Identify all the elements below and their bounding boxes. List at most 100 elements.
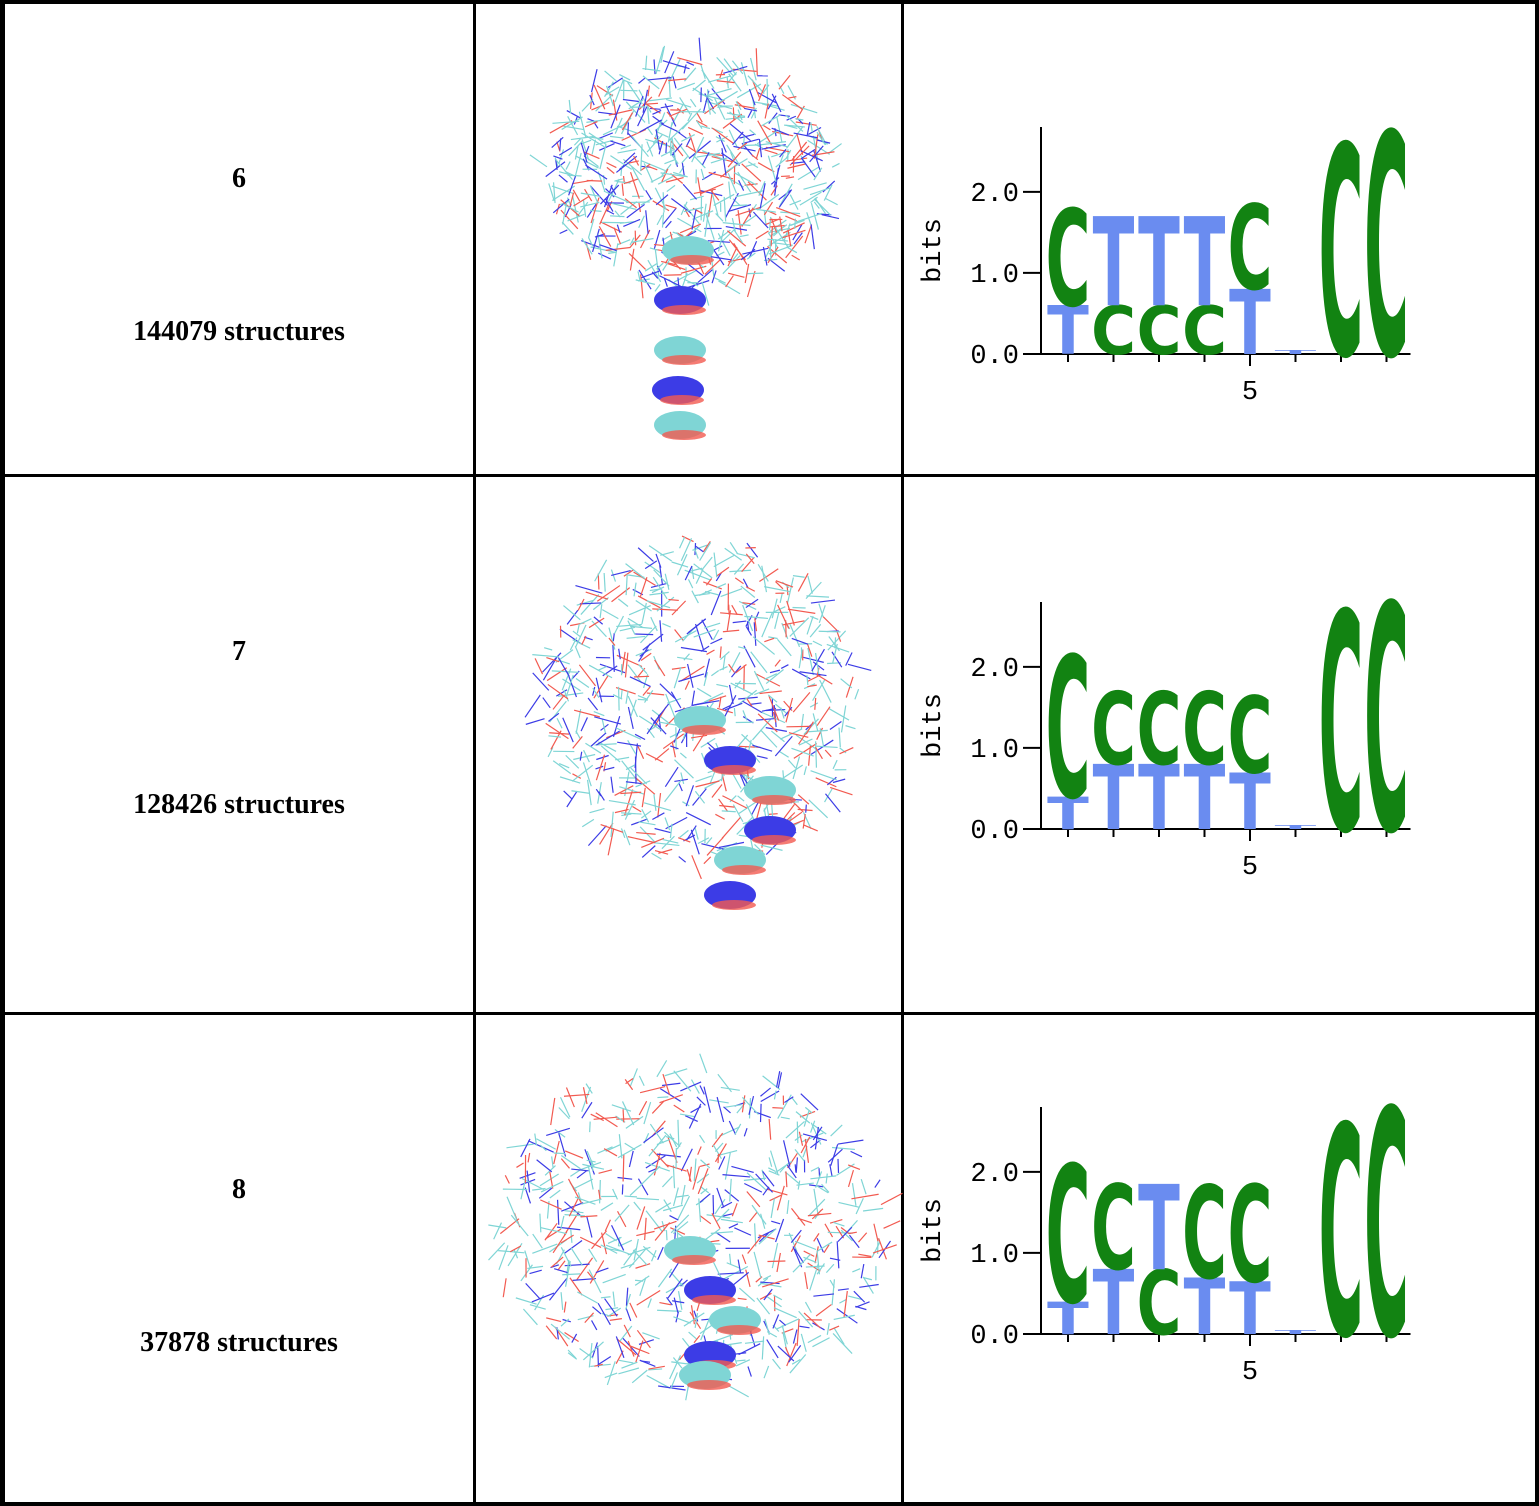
- helix-edge: [692, 1295, 736, 1305]
- logo-letter: C: [1364, 71, 1409, 426]
- molecule-line: [734, 1227, 752, 1236]
- molecule-line: [794, 1248, 805, 1264]
- molecule-line: [548, 712, 560, 722]
- molecule-line: [596, 585, 621, 602]
- molecule-line: [576, 1170, 588, 1179]
- molecule-line: [651, 1148, 669, 1168]
- molecule-line: [672, 1165, 676, 1189]
- logo-letter-group: T: [1138, 1161, 1180, 1296]
- molecule-line: [524, 1250, 531, 1268]
- logo-letter: C: [1091, 1161, 1136, 1296]
- molecule-line: [591, 1230, 607, 1250]
- molecule-line: [636, 1329, 651, 1349]
- molecule-line: [594, 1363, 603, 1367]
- structure-ensemble: [488, 1053, 903, 1401]
- molecule-line: [729, 542, 738, 554]
- molecule-line: [758, 84, 767, 102]
- molecule-line: [652, 812, 665, 821]
- molecule-line: [858, 1253, 872, 1258]
- molecule-line: [635, 780, 651, 788]
- molecule-line: [683, 653, 690, 661]
- helix-edge: [662, 430, 706, 440]
- molecule-line: [532, 654, 560, 658]
- molecule-line: [671, 138, 677, 165]
- molecule-line: [843, 1290, 848, 1318]
- molecule-line: [771, 1220, 781, 1225]
- helix-edge: [722, 865, 766, 875]
- molecule-line: [799, 671, 827, 677]
- molecule-line: [661, 835, 675, 850]
- molecule-line: [695, 780, 720, 788]
- molecule-line: [593, 711, 605, 717]
- molecule-line: [829, 786, 853, 796]
- molecule-line: [717, 229, 725, 252]
- molecule-line: [716, 1149, 738, 1157]
- molecule-line: [728, 129, 738, 148]
- molecule-line: [653, 1152, 661, 1176]
- molecule-line: [681, 134, 695, 142]
- logo-letter-group: T: [1047, 787, 1089, 839]
- molecule-line: [658, 714, 662, 732]
- molecule-line: [761, 114, 781, 127]
- molecule-line: [727, 272, 745, 278]
- molecule-line: [678, 673, 705, 683]
- molecule-line: [694, 1312, 699, 1328]
- logo-letter: C: [1091, 294, 1136, 371]
- molecule-line: [713, 554, 736, 568]
- molecule-line: [749, 129, 757, 136]
- molecule-line: [701, 69, 715, 89]
- molecule-line: [720, 612, 743, 616]
- molecule-line: [561, 1202, 584, 1212]
- molecule-line: [669, 729, 685, 738]
- molecule-line: [580, 1215, 598, 1218]
- molecule-line: [727, 151, 742, 168]
- molecule-line: [579, 751, 583, 761]
- molecule-line: [686, 825, 697, 841]
- molecule-line: [862, 1207, 884, 1212]
- molecule-line: [656, 1153, 681, 1158]
- molecule-line: [824, 749, 832, 758]
- molecule-line: [779, 1319, 787, 1326]
- molecule-line: [859, 1283, 879, 1288]
- molecule-line: [743, 645, 756, 668]
- molecule-line: [603, 766, 615, 771]
- molecule-line: [809, 623, 822, 638]
- molecule-line: [746, 1191, 761, 1208]
- molecule-line: [778, 74, 791, 90]
- molecule-line: [718, 696, 722, 708]
- molecule-line: [669, 137, 672, 153]
- molecule-line: [796, 1121, 799, 1144]
- molecule-line: [761, 1336, 765, 1360]
- molecule-line: [800, 1333, 807, 1352]
- molecule-line: [504, 1175, 510, 1184]
- molecule-line: [599, 822, 614, 845]
- molecule-line: [672, 1300, 685, 1304]
- molecule-line: [769, 1194, 782, 1202]
- molecule-line: [649, 591, 669, 596]
- molecule-line: [715, 1231, 731, 1243]
- molecule-line: [693, 563, 713, 579]
- molecule-line: [851, 1193, 879, 1200]
- molecule-line: [639, 826, 657, 844]
- molecule-line: [718, 280, 741, 295]
- molecule-line: [597, 1146, 613, 1154]
- molecule-line: [625, 574, 628, 596]
- molecule-line: [718, 1156, 726, 1170]
- molecule-line: [745, 626, 752, 636]
- molecule-line: [774, 612, 780, 629]
- molecule-line: [725, 275, 734, 288]
- molecule-line: [509, 1245, 522, 1253]
- molecule-line: [747, 110, 753, 119]
- molecule-line: [529, 1269, 542, 1275]
- molecule-line: [714, 277, 726, 284]
- molecule-line: [608, 627, 616, 650]
- molecule-line: [814, 697, 817, 710]
- molecule-line: [632, 805, 642, 813]
- molecule-line: [624, 789, 634, 816]
- molecule-line: [656, 1138, 671, 1146]
- logo-letter-group: T: [1229, 758, 1271, 848]
- molecule-line: [621, 813, 632, 817]
- molecule-line: [581, 1198, 602, 1205]
- molecule-line: [643, 802, 672, 812]
